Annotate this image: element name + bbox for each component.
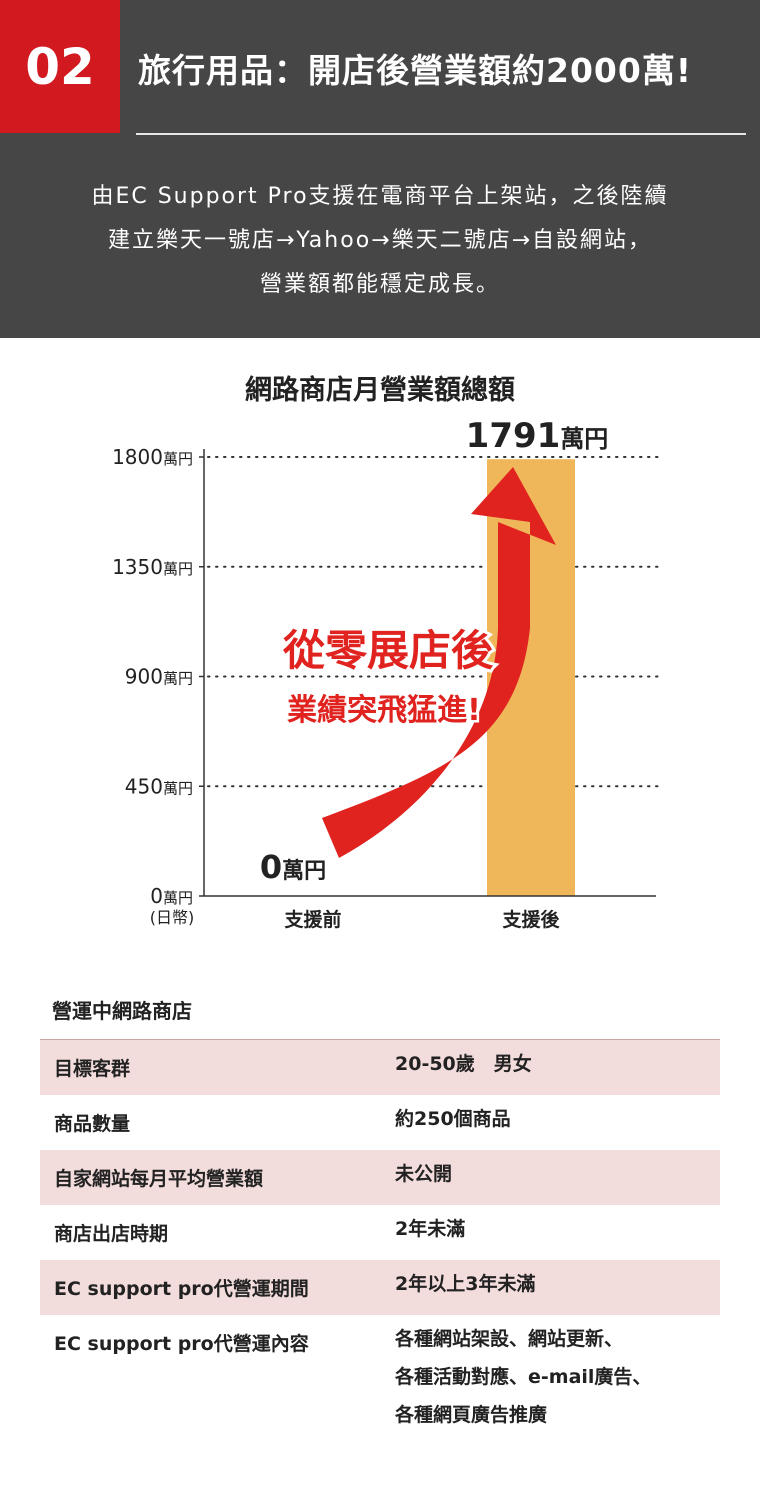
table-row: 目標客群 20-50歲 男女 bbox=[40, 1040, 720, 1095]
chart-title: 網路商店月營業額總額 bbox=[245, 375, 515, 406]
title-divider bbox=[136, 133, 746, 135]
row-label: 自家網站每月平均營業額 bbox=[54, 1168, 264, 1190]
table-heading: 營運中網路商店 bbox=[52, 999, 192, 1023]
row-value: 2年以上3年未滿 bbox=[395, 1273, 536, 1295]
table-row: 商品數量 約250個商品 bbox=[40, 1095, 720, 1150]
info-table: 目標客群 20-50歲 男女商品數量 約250個商品自家網站每月平均營業額 未公開商店… bbox=[40, 1039, 720, 1446]
intro-line: 營業額都能穩定成長。 bbox=[259, 272, 500, 297]
bar-value-unit: 萬円 bbox=[560, 425, 608, 453]
section-number: 02 bbox=[0, 0, 120, 133]
header-panel: 02 旅行用品：開店後營業額約2000萬! 由EC Support Pro支援在… bbox=[0, 0, 760, 338]
growth-arrow bbox=[322, 467, 556, 858]
row-label: 商店出店時期 bbox=[54, 1223, 169, 1245]
bar-value: 1791 bbox=[466, 416, 561, 456]
row-value: 20-50歲 男女 bbox=[395, 1053, 532, 1075]
row-label: 商品數量 bbox=[54, 1113, 131, 1135]
intro-text: 由EC Support Pro支援在電商平台上架站，之後陸續 建立樂天一號店→Y… bbox=[0, 175, 760, 307]
row-label: 目標客群 bbox=[54, 1058, 131, 1080]
y-tick-label: 1800萬円 bbox=[112, 445, 193, 469]
table-row: 商店出店時期 2年未滿 bbox=[40, 1205, 720, 1260]
row-value: 未公開 bbox=[395, 1163, 453, 1185]
section-title: 旅行用品：開店後營業額約2000萬! bbox=[138, 51, 692, 90]
gridlines bbox=[207, 456, 663, 788]
axes bbox=[199, 449, 656, 897]
row-value: 2年未滿 bbox=[395, 1218, 466, 1240]
y-tick-unit: 萬円 bbox=[163, 779, 193, 797]
y-tick-label: 900萬円 bbox=[125, 665, 193, 689]
y-tick-unit: 萬円 bbox=[163, 560, 193, 578]
growth-arrow-shape bbox=[322, 467, 556, 858]
row-value: 約250個商品 bbox=[395, 1108, 511, 1130]
bar-value: 0 bbox=[260, 848, 282, 886]
y-tick-value: 900 bbox=[125, 665, 163, 689]
y-tick-unit: 萬円 bbox=[163, 889, 193, 907]
y-tick-value: 450 bbox=[125, 774, 163, 798]
row-label: EC support pro代營運內容 bbox=[54, 1333, 309, 1355]
row-value: 各種網站架設、網站更新、 各種活動對應、e-mail廣告、 各種網頁廣告推廣 bbox=[395, 1328, 652, 1426]
bar-value-label: 0萬円 bbox=[260, 848, 326, 886]
annotation-line-1: 從零展店後 bbox=[282, 626, 494, 675]
y-tick-label: 1350萬円 bbox=[112, 555, 193, 579]
y-tick-unit: 萬円 bbox=[163, 450, 193, 468]
y-tick-value: 0 bbox=[150, 884, 163, 908]
table-row: EC support pro代營運期間 2年以上3年未滿 bbox=[40, 1260, 720, 1315]
annotation-line-2: 業績突飛猛進! bbox=[287, 693, 481, 728]
y-tick-unit: 萬円 bbox=[163, 670, 193, 688]
x-category-label: 支援前 bbox=[283, 908, 341, 931]
y-tick-value: 1350 bbox=[112, 555, 163, 579]
x-category-label: 支援後 bbox=[501, 908, 560, 931]
y-tick-label: 450萬円 bbox=[125, 774, 193, 798]
y-tick-label: 0萬円 bbox=[150, 884, 193, 908]
intro-line: 由EC Support Pro支援在電商平台上架站，之後陸續 bbox=[91, 184, 669, 209]
y-tick-value: 1800 bbox=[112, 445, 163, 469]
row-label: EC support pro代營運期間 bbox=[54, 1278, 309, 1300]
bar-value-label: 1791萬円 bbox=[466, 416, 609, 456]
y-axis-unit-note: (日幣) bbox=[150, 908, 195, 927]
table-row: 自家網站每月平均營業額 未公開 bbox=[40, 1150, 720, 1205]
intro-line: 建立樂天一號店→Yahoo→樂天二號店→自設網站， bbox=[107, 228, 653, 253]
bar-value-unit: 萬円 bbox=[282, 859, 326, 884]
table-row: EC support pro代營運內容 各種網站架設、網站更新、 各種活動對應、e… bbox=[40, 1315, 720, 1446]
